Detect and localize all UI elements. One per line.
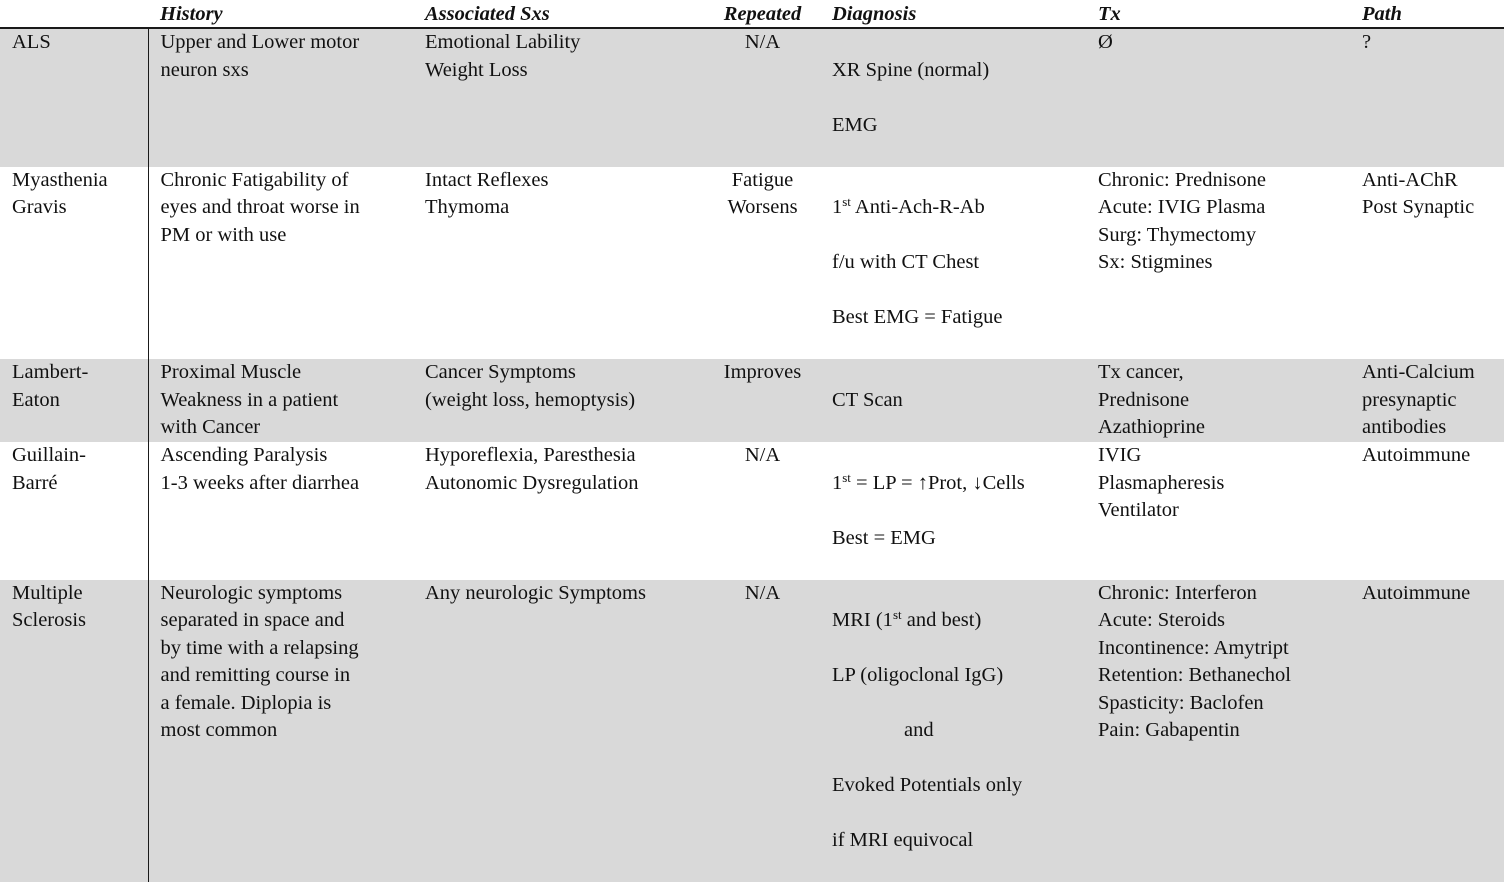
tx-cell: Chronic: Interferon Acute: Steroids Inco…: [1086, 580, 1350, 882]
diagnosis-line: 1st Anti-Ach-R-Ab: [832, 194, 1086, 222]
header-diagnosis: Diagnosis: [820, 0, 1086, 28]
associated-cell: Cancer Symptoms (weight loss, hemoptysis…: [413, 359, 705, 442]
history-cell: Chronic Fatigability of eyes and throat …: [148, 167, 413, 360]
path-cell: Anti-AChR Post Synaptic: [1350, 167, 1504, 360]
diagnosis-line: and: [832, 717, 1086, 745]
history-cell: Upper and Lower motor neuron sxs: [148, 28, 413, 167]
associated-cell: Any neurologic Symptoms: [413, 580, 705, 882]
ordinal-superscript: st: [842, 470, 851, 485]
neuro-table-page: History Associated Sxs Repeated Diagnosi…: [0, 0, 1504, 532]
diagnosis-line: if MRI equivocal: [832, 827, 1086, 855]
associated-cell: Intact Reflexes Thymoma: [413, 167, 705, 360]
diagnosis-line: 1st = LP = ↑Prot, ↓Cells: [832, 470, 1086, 498]
disease-cell: Multiple Sclerosis: [0, 580, 148, 882]
ordinal-superscript: st: [842, 194, 851, 209]
diagnosis-line: MRI (1st and best): [832, 607, 1086, 635]
table-row: Myasthenia Gravis Chronic Fatigability o…: [0, 167, 1504, 360]
header-repeated: Repeated: [705, 0, 820, 28]
tx-cell: Chronic: Prednisone Acute: IVIG Plasma S…: [1086, 167, 1350, 360]
tx-cell: IVIG Plasmapheresis Ventilator: [1086, 442, 1350, 580]
diagnosis-line: EMG: [832, 112, 1086, 140]
header-disease: [0, 0, 148, 28]
diagnosis-line: XR Spine (normal): [832, 57, 1086, 85]
disease-cell: Myasthenia Gravis: [0, 167, 148, 360]
header-path: Path: [1350, 0, 1504, 28]
diagnosis-cell: 1st Anti-Ach-R-Ab f/u with CT Chest Best…: [820, 167, 1086, 360]
disease-cell: Lambert- Eaton: [0, 359, 148, 442]
tx-cell: Tx cancer, Prednisone Azathioprine: [1086, 359, 1350, 442]
history-cell: Proximal Muscle Weakness in a patient wi…: [148, 359, 413, 442]
disease-cell: ALS: [0, 28, 148, 167]
path-cell: Autoimmune: [1350, 442, 1504, 580]
associated-cell: Hyporeflexia, Paresthesia Autonomic Dysr…: [413, 442, 705, 580]
associated-cell: Emotional Lability Weight Loss: [413, 28, 705, 167]
diagnosis-line: CT Scan: [832, 387, 1086, 415]
diagnosis-cell: MRI (1st and best) LP (oligoclonal IgG) …: [820, 580, 1086, 882]
diagnosis-line: Evoked Potentials only: [832, 772, 1086, 800]
diagnosis-cell: CT Scan: [820, 359, 1086, 442]
header-history: History: [148, 0, 413, 28]
repeated-cell: N/A: [705, 580, 820, 882]
repeated-cell: Improves: [705, 359, 820, 442]
path-cell: ?: [1350, 28, 1504, 167]
diagnosis-cell: XR Spine (normal) EMG: [820, 28, 1086, 167]
history-cell: Neurologic symptoms separated in space a…: [148, 580, 413, 882]
table-row: Lambert- Eaton Proximal Muscle Weakness …: [0, 359, 1504, 442]
path-cell: Anti-Calcium presynaptic antibodies: [1350, 359, 1504, 442]
table-row: Guillain- Barré Ascending Paralysis 1-3 …: [0, 442, 1504, 580]
diagnosis-line: f/u with CT Chest: [832, 249, 1086, 277]
repeated-cell: N/A: [705, 442, 820, 580]
header-associated: Associated Sxs: [413, 0, 705, 28]
diagnosis-line: LP (oligoclonal IgG): [832, 662, 1086, 690]
repeated-cell: Fatigue Worsens: [705, 167, 820, 360]
path-cell: Autoimmune: [1350, 580, 1504, 882]
repeated-cell: N/A: [705, 28, 820, 167]
table-row: Multiple Sclerosis Neurologic symptoms s…: [0, 580, 1504, 882]
ordinal-superscript: st: [893, 607, 902, 622]
history-cell: Ascending Paralysis 1-3 weeks after diar…: [148, 442, 413, 580]
disease-cell: Guillain- Barré: [0, 442, 148, 580]
tx-cell: Ø: [1086, 28, 1350, 167]
diagnosis-cell: 1st = LP = ↑Prot, ↓Cells Best = EMG: [820, 442, 1086, 580]
header-tx: Tx: [1086, 0, 1350, 28]
table-row: ALS Upper and Lower motor neuron sxs Emo…: [0, 28, 1504, 167]
header-row: History Associated Sxs Repeated Diagnosi…: [0, 0, 1504, 28]
diagnosis-line: Best = EMG: [832, 525, 1086, 553]
diagnosis-line: Best EMG = Fatigue: [832, 304, 1086, 332]
